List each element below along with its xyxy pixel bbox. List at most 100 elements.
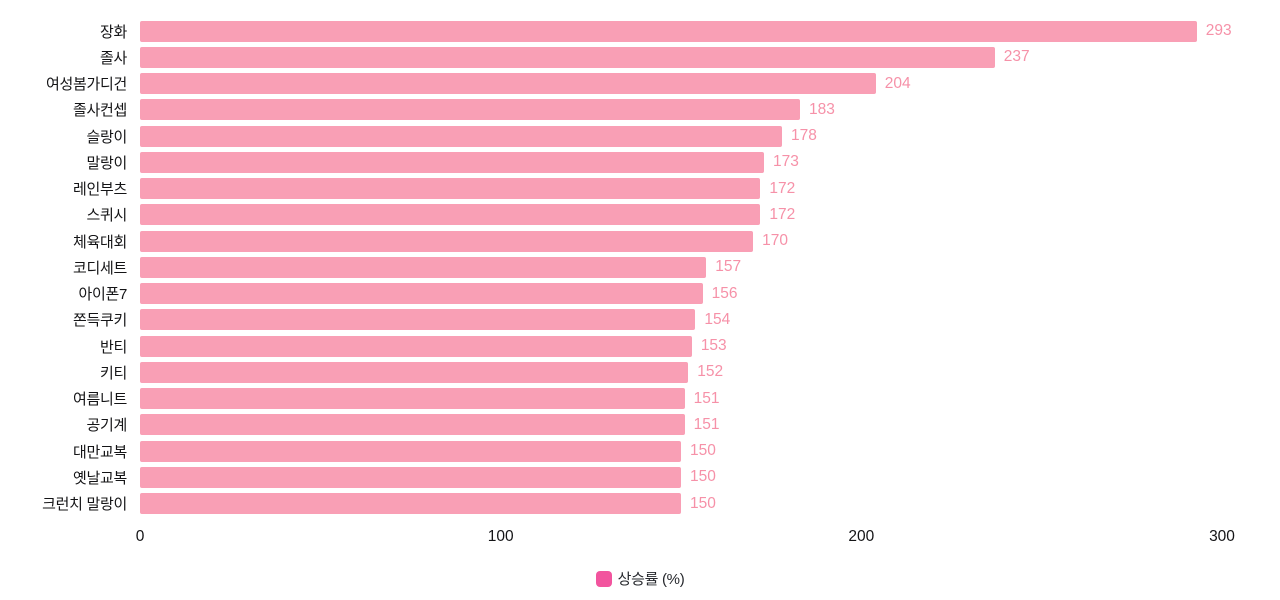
bar-row: 레인부츠 172 [0,176,1280,202]
bar-row: 말랑이 173 [0,149,1280,175]
value-label: 156 [711,284,738,302]
bar [140,256,707,278]
bar [140,335,692,357]
value-label: 157 [715,258,742,276]
category-label: 졸사 [99,49,127,67]
bar-track: 150 [140,440,1222,462]
category-label: 공기계 [86,417,127,435]
bar [140,99,801,121]
bar [140,73,876,95]
category-label: 반티 [99,338,127,356]
value-label: 183 [809,100,835,118]
category-label: 옛날교복 [72,469,127,487]
category-label: 여성봄가디건 [45,76,127,94]
bar-rows: 장화 293 졸사 237 여성봄가디건 204 졸사컨셉 183 슬랑이 17… [0,18,1280,517]
value-label: 293 [1205,22,1232,40]
bar-track: 183 [140,99,1222,121]
category-label: 체육대회 [72,233,127,251]
bar [140,178,761,200]
bar-track: 150 [140,493,1222,515]
bar-row: 여성봄가디건 204 [0,71,1280,97]
bar-track: 154 [140,309,1222,331]
value-label: 150 [690,468,716,486]
bar-track: 172 [140,204,1222,226]
value-label: 154 [704,310,731,328]
bar [140,20,1197,42]
bar-row: 여름니트 151 [0,386,1280,412]
bar-row: 코디세트 157 [0,254,1280,280]
bar [140,466,681,488]
bar-track: 152 [140,361,1222,383]
value-label: 237 [1003,48,1030,66]
category-label: 졸사컨셉 [72,102,127,120]
bar-row: 스퀴시 172 [0,202,1280,228]
bar-row: 장화 293 [0,18,1280,44]
value-label: 178 [790,127,817,145]
legend-label: 상승률 (%) [617,571,685,588]
value-label: 172 [769,179,796,197]
category-label: 코디세트 [72,259,127,277]
bar-row: 쫀득쿠키 154 [0,307,1280,333]
bar-row: 공기계 151 [0,412,1280,438]
bar-track: 172 [140,178,1222,200]
bar [140,283,703,305]
bar-row: 슬랑이 178 [0,123,1280,149]
bar-row: 아이폰7 156 [0,281,1280,307]
bar-row: 옛날교복 150 [0,464,1280,490]
bar-track: 204 [140,73,1222,95]
bar [140,440,681,462]
bar-row: 반티 153 [0,333,1280,359]
category-label: 쫀득쿠키 [72,312,127,330]
x-axis-tick: 200 [848,527,875,545]
legend-swatch-icon [595,570,612,587]
category-label: 크런치 말랑이 [42,496,127,514]
value-label: 204 [884,74,911,92]
category-label: 말랑이 [86,154,127,172]
bar-track: 150 [140,466,1222,488]
category-label: 스퀴시 [86,207,127,225]
legend[interactable]: 상승률 (%) [0,568,1280,589]
bar [140,46,995,68]
category-label: 아이폰7 [78,286,127,304]
value-label: 173 [772,153,799,171]
bar [140,125,782,147]
bar [140,361,689,383]
category-label: 키티 [99,364,127,382]
category-label: 여름니트 [72,391,127,409]
value-label: 172 [769,205,796,223]
bar-row: 크런치 말랑이 150 [0,491,1280,517]
bar-row: 체육대회 170 [0,228,1280,254]
value-label: 152 [697,363,724,381]
bar-track: 173 [140,151,1222,173]
bar-track: 293 [140,20,1232,42]
bar [140,204,761,226]
bar-track: 157 [140,256,1222,278]
category-label: 장화 [99,23,127,41]
bar [140,493,681,515]
bar-track: 156 [140,283,1222,305]
bar-row: 졸사컨셉 183 [0,97,1280,123]
bar-track: 153 [140,335,1222,357]
bar-track: 151 [140,414,1222,436]
bar-track: 170 [140,230,1222,252]
value-label: 153 [700,337,727,355]
bar [140,230,754,252]
bar-track: 178 [140,125,1222,147]
category-label: 슬랑이 [86,128,127,146]
bar-row: 대만교복 150 [0,438,1280,464]
x-axis-tick: 300 [1209,527,1235,545]
value-label: 151 [693,415,720,433]
bar-track: 237 [140,46,1222,68]
x-axis-tick: 100 [487,527,514,545]
x-axis-tick: 0 [135,527,145,545]
bar [140,414,685,436]
category-label: 대만교복 [72,443,127,461]
bar-track: 151 [140,388,1222,410]
bar [140,388,685,410]
value-label: 170 [762,232,788,250]
bar-row: 졸사 237 [0,44,1280,70]
category-label: 레인부츠 [72,181,127,199]
value-label: 150 [690,494,716,512]
bar-row: 키티 152 [0,359,1280,385]
